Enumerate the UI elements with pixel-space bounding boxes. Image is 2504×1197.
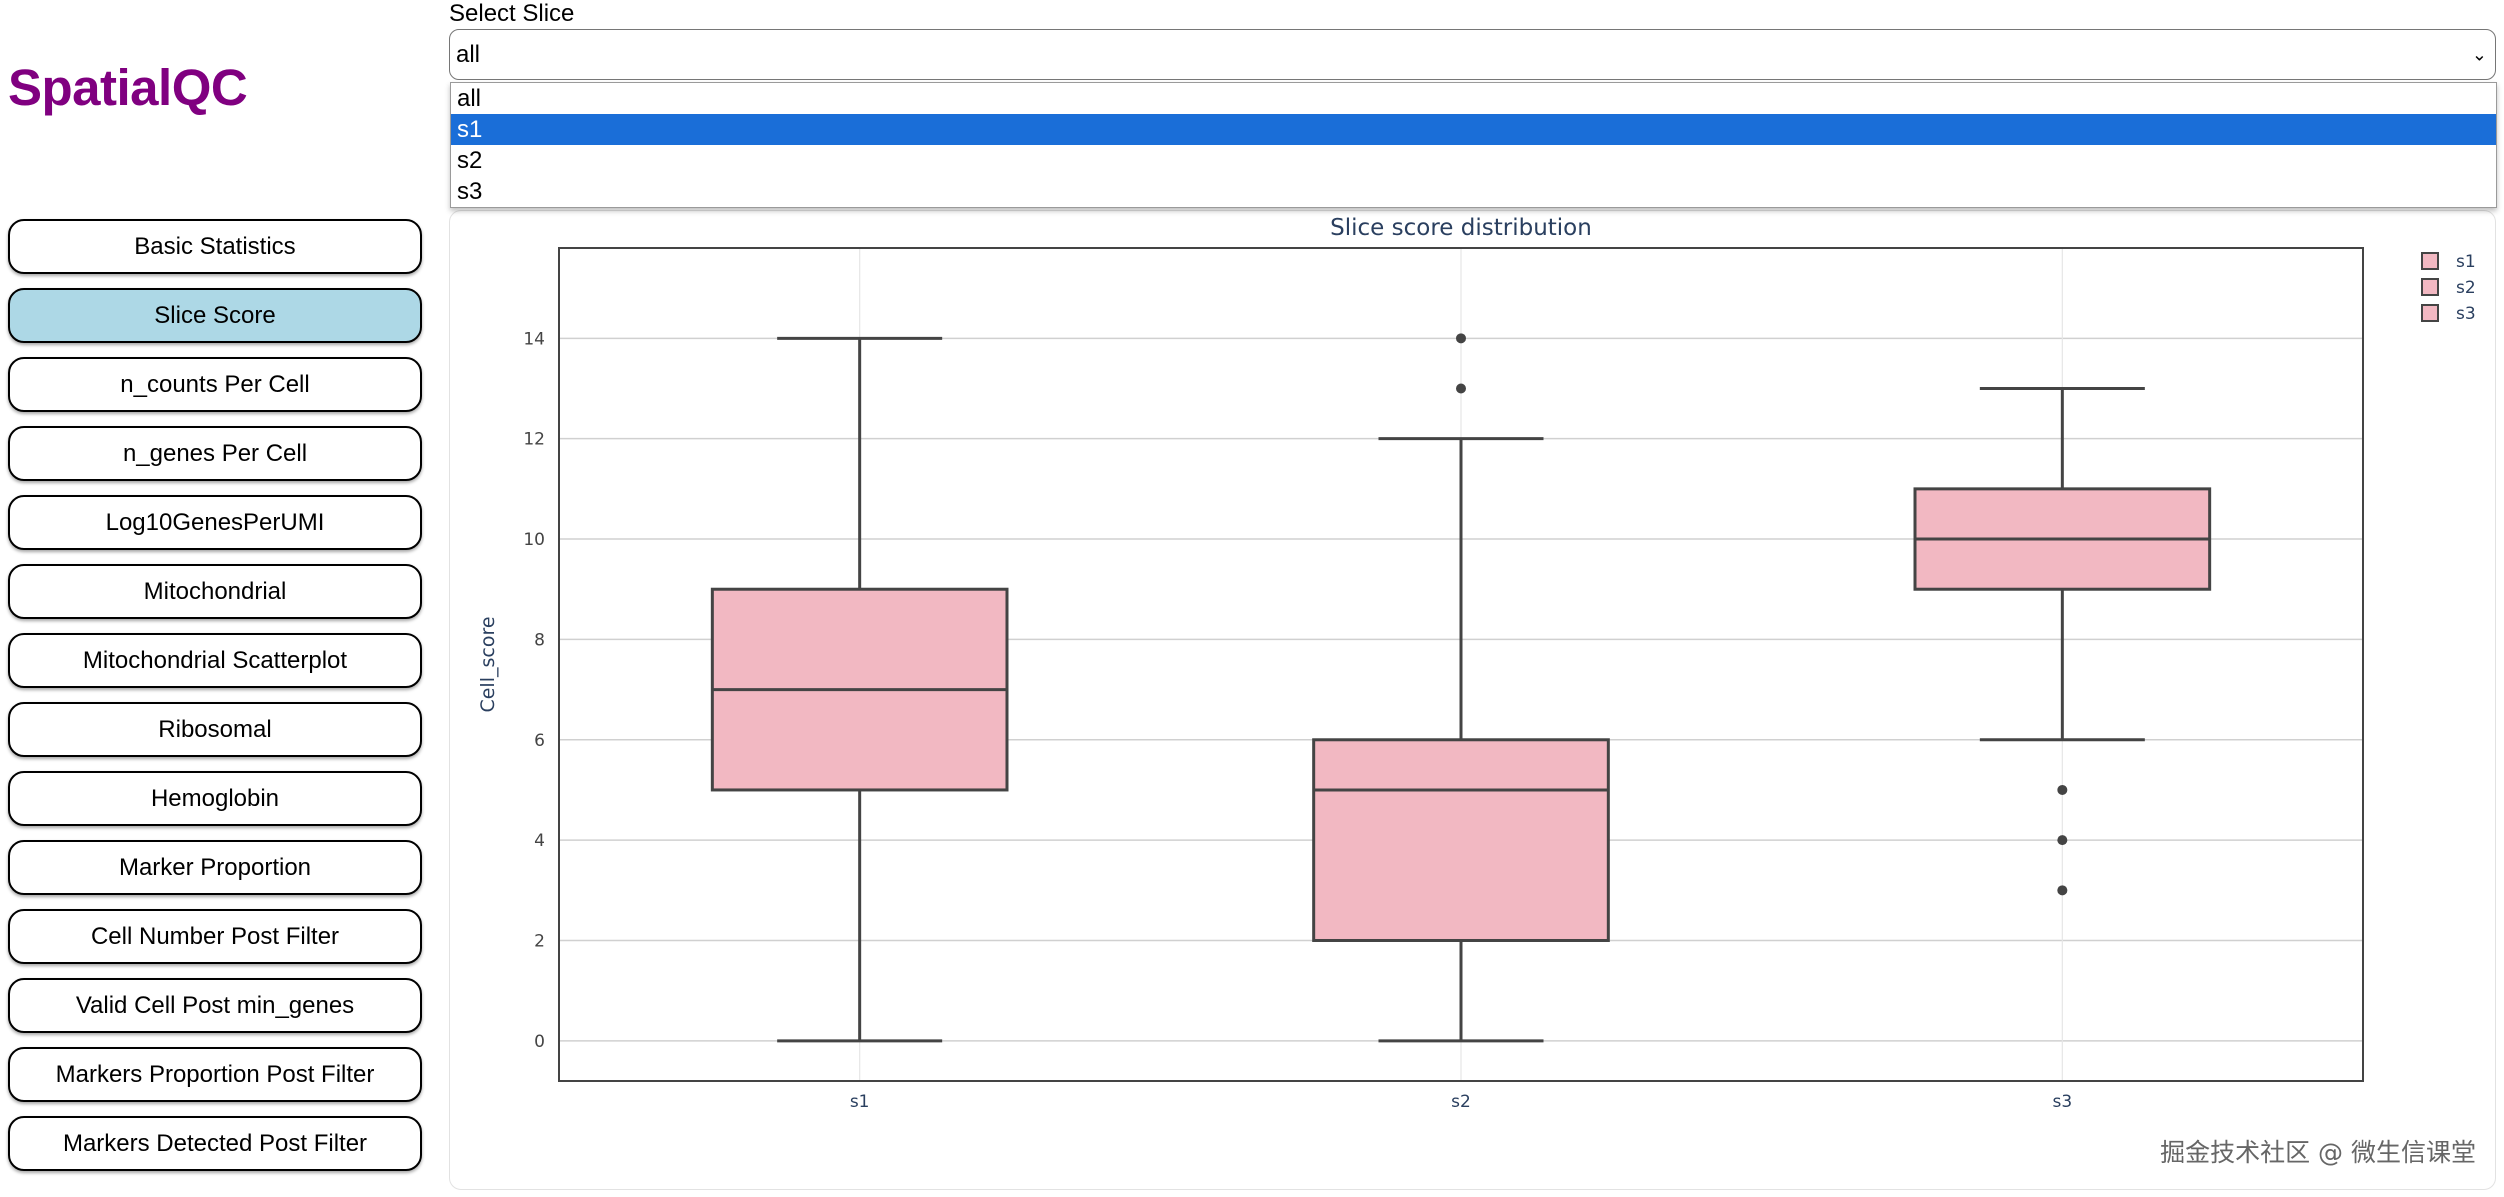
outlier-point (1456, 333, 1466, 344)
sidebar-item-n-genes-per-cell[interactable]: n_genes Per Cell (8, 426, 422, 481)
chart-title: Slice score distribution (1330, 215, 1592, 241)
dropdown-option-s1[interactable]: s1 (451, 114, 2496, 145)
dropdown-option-s2[interactable]: s2 (457, 147, 483, 174)
y-tick-label: 10 (523, 530, 545, 550)
chart-panel: 0 2 4 6 8 10 12 14 s1 s2 s3 Slice score distributio… (449, 210, 2496, 1190)
legend-swatch-s2 (2421, 278, 2439, 296)
sidebar-item-markers-detected-post-filter[interactable]: Markers Detected Post Filter (8, 1116, 422, 1171)
sidebar-nav: Basic Statistics Slice Score n_counts Per … (8, 219, 423, 1185)
legend-swatch-s3 (2421, 304, 2439, 322)
slice-dropdown-list: all s1 s2 s3 (450, 82, 2497, 208)
sidebar-item-cell-number-post-filter[interactable]: Cell Number Post Filter (8, 909, 422, 964)
select-slice-label: Select Slice (449, 0, 575, 27)
outlier-point (2057, 784, 2068, 795)
y-tick-label: 14 (523, 329, 545, 349)
outlier-point (1456, 383, 1466, 394)
sidebar-item-log10genesperumi[interactable]: Log10GenesPerUMI (8, 495, 422, 550)
legend-label: s2 (2456, 278, 2476, 298)
sidebar-item-mitochondrial-scatterplot[interactable]: Mitochondrial Scatterplot (8, 633, 422, 688)
chevron-down-icon: ⌄ (2471, 44, 2487, 64)
slice-select[interactable]: all ⌄ (449, 29, 2496, 80)
dropdown-option-all[interactable]: all (457, 85, 482, 112)
x-tick-label: s1 (850, 1092, 870, 1112)
x-tick-label: s2 (1451, 1092, 1471, 1112)
y-tick-label: 6 (534, 731, 545, 751)
sidebar-item-ribosomal[interactable]: Ribosomal (8, 702, 422, 757)
sidebar-item-hemoglobin[interactable]: Hemoglobin (8, 771, 422, 826)
box-plot-chart: 0 2 4 6 8 10 12 14 s1 s2 s3 Slice score distributio… (477, 215, 2476, 1112)
outlier-point (2057, 885, 2068, 896)
x-tick-label: s3 (2052, 1092, 2072, 1112)
y-tick-label: 0 (534, 1032, 545, 1052)
sidebar-item-basic-statistics[interactable]: Basic Statistics (8, 219, 422, 274)
plot-frame (558, 247, 2364, 1082)
y-tick-label: 2 (534, 931, 545, 951)
y-tick-label: 8 (534, 630, 545, 650)
y-tick-label: 4 (534, 831, 545, 851)
app-title: SpatialQC (8, 59, 248, 116)
legend-label: s3 (2456, 304, 2476, 324)
dropdown-option-s3[interactable]: s3 (457, 178, 483, 205)
sidebar-item-n-counts-per-cell[interactable]: n_counts Per Cell (8, 357, 422, 412)
legend-label: s1 (2456, 252, 2476, 272)
sidebar-item-slice-score[interactable]: Slice Score (8, 288, 422, 343)
y-axis-label: Cell_score (477, 616, 499, 712)
slice-select-value: all (456, 40, 481, 68)
outlier-point (2057, 835, 2068, 846)
watermark-text: 掘金技术社区 @ 微生信课堂 (2160, 1138, 2476, 1167)
sidebar-item-marker-proportion[interactable]: Marker Proportion (8, 840, 422, 895)
y-tick-label: 12 (523, 430, 545, 450)
legend-swatch-s1 (2421, 252, 2439, 270)
sidebar-item-markers-proportion-post-filter[interactable]: Markers Proportion Post Filter (8, 1047, 422, 1102)
sidebar-item-mitochondrial[interactable]: Mitochondrial (8, 564, 422, 619)
sidebar-item-valid-cell-post-min-genes[interactable]: Valid Cell Post min_genes (8, 978, 422, 1033)
box-s2 (1312, 738, 1610, 942)
